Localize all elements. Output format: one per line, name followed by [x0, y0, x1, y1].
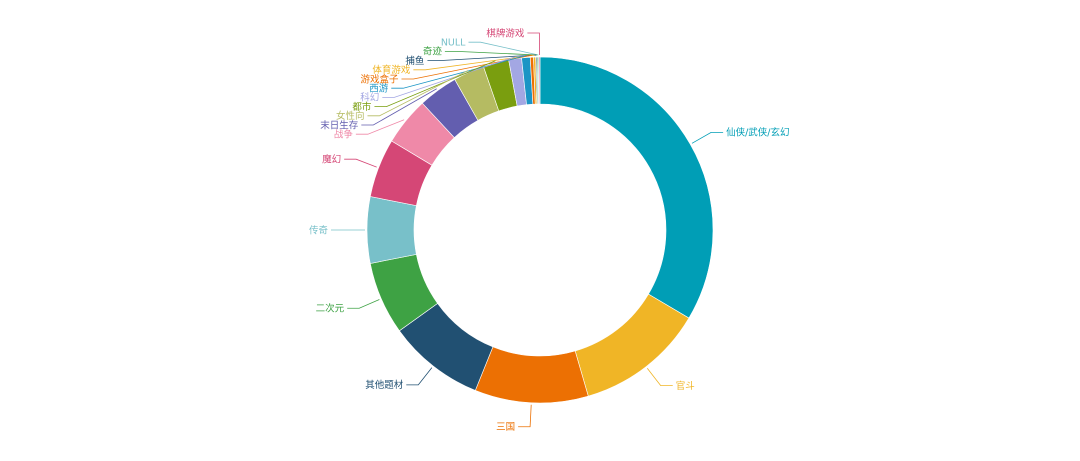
leader-line-slice-3: [406, 367, 433, 386]
slice-label-slice-18: 棋牌游戏: [486, 27, 525, 39]
label-leader-lines: [331, 32, 724, 428]
donut-slices: [366, 56, 714, 404]
leader-line-slice-0: [691, 131, 724, 144]
slice-slice-5[interactable]: [366, 196, 417, 264]
slice-label-slice-15: 捕鱼: [405, 55, 424, 67]
slice-label-slice-4: 二次元: [316, 303, 345, 315]
slice-label-slice-2: 三国: [496, 422, 515, 433]
leader-line-slice-8: [361, 88, 437, 126]
leader-line-null: [468, 41, 539, 56]
slice-label-slice-3: 其他题材: [365, 379, 404, 391]
slice-label-slice-8: 末日生存: [320, 119, 359, 131]
slice-label-slice-6: 魔幻: [322, 154, 341, 166]
slice-label-slice-14: 体育游戏: [372, 64, 411, 76]
leader-line-slice-18: [527, 32, 540, 56]
slice-label-slice-16: 奇迹: [423, 46, 443, 58]
leader-line-slice-12: [391, 55, 526, 89]
slice-label-slice-5: 传奇: [309, 224, 329, 236]
slice-slice-18[interactable]: [538, 56, 541, 105]
leader-line-slice-10: [374, 60, 496, 108]
slice-label-slice-0: 仙侠/武侠/玄幻: [726, 127, 789, 139]
slice-slice-2[interactable]: [474, 346, 589, 404]
leader-line-slice-13: [401, 54, 532, 80]
slice-label-null: NULL: [441, 38, 466, 49]
leader-line-slice-16: [444, 51, 538, 56]
leader-line-slice-1: [646, 368, 673, 387]
leader-line-slice-6: [344, 158, 377, 168]
leader-line-slice-4: [347, 299, 380, 309]
slice-label-slice-11: 科幻: [360, 92, 379, 104]
leader-line-slice-15: [427, 54, 537, 62]
slice-label-slice-10: 都市: [352, 101, 372, 113]
slice-label-slice-1: 官斗: [676, 380, 695, 392]
leader-line-slice-2: [518, 404, 532, 428]
slice-label-slice-7: 战争: [334, 129, 354, 141]
slice-slice-0[interactable]: [539, 56, 714, 319]
slice-slice-1[interactable]: [574, 293, 690, 397]
slice-label-slice-13: 游戏盒子: [360, 73, 399, 85]
leader-line-slice-11: [382, 56, 515, 98]
leader-line-slice-7: [355, 119, 405, 135]
leader-line-slice-14: [413, 54, 535, 71]
slice-label-slice-12: 西游: [369, 83, 389, 95]
leader-line-slice-9: [367, 70, 469, 117]
slice-label-slice-9: 女性向: [336, 110, 365, 122]
